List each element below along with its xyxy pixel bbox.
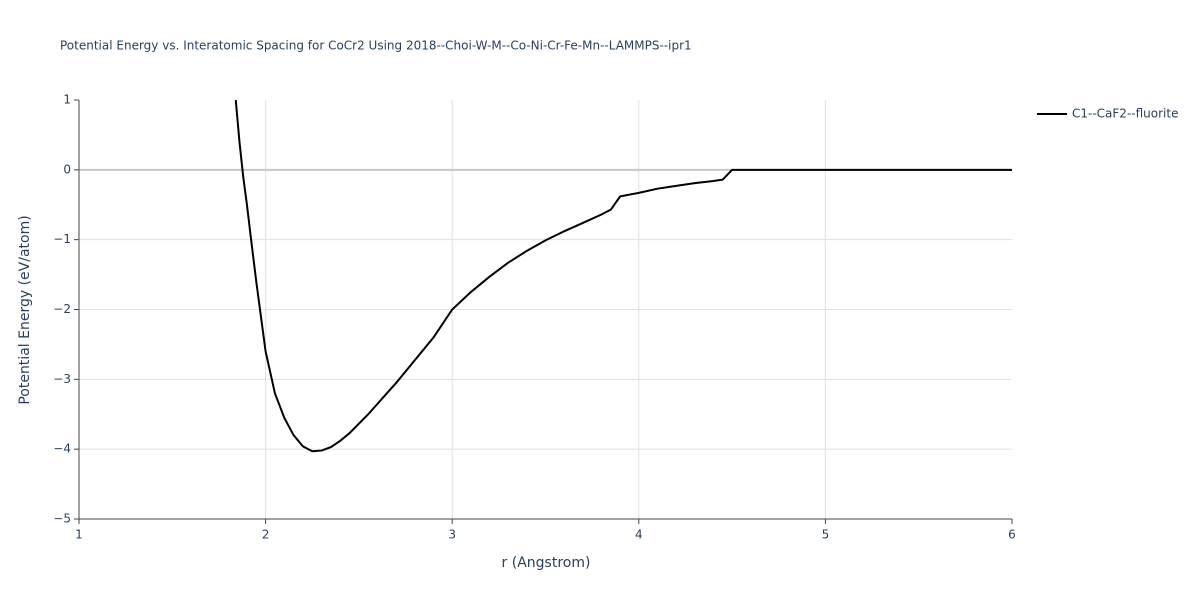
- x-tick-label: 1: [75, 528, 83, 542]
- y-tick-label: −3: [53, 372, 71, 386]
- y-axis-title: Potential Energy (eV/atom): [17, 215, 33, 404]
- x-axis-title: r (Angstrom): [502, 555, 591, 571]
- y-tick-label: −2: [53, 302, 71, 316]
- x-tick-label: 2: [262, 528, 270, 542]
- y-tick-label: 0: [63, 162, 71, 176]
- chart-title: Potential Energy vs. Interatomic Spacing…: [60, 39, 692, 53]
- y-tick-label: 1: [63, 93, 71, 107]
- series-line: [234, 100, 1012, 453]
- x-tick-label: 4: [635, 528, 643, 542]
- x-tick-label: 5: [822, 528, 830, 542]
- y-tick-label: −4: [53, 442, 71, 456]
- y-tick-label: −5: [53, 512, 71, 526]
- x-tick-label: 6: [1008, 528, 1016, 542]
- x-tick-label: 3: [448, 528, 456, 542]
- legend-label: C1--CaF2--fluorite: [1072, 107, 1178, 121]
- y-tick-label: −1: [53, 232, 71, 246]
